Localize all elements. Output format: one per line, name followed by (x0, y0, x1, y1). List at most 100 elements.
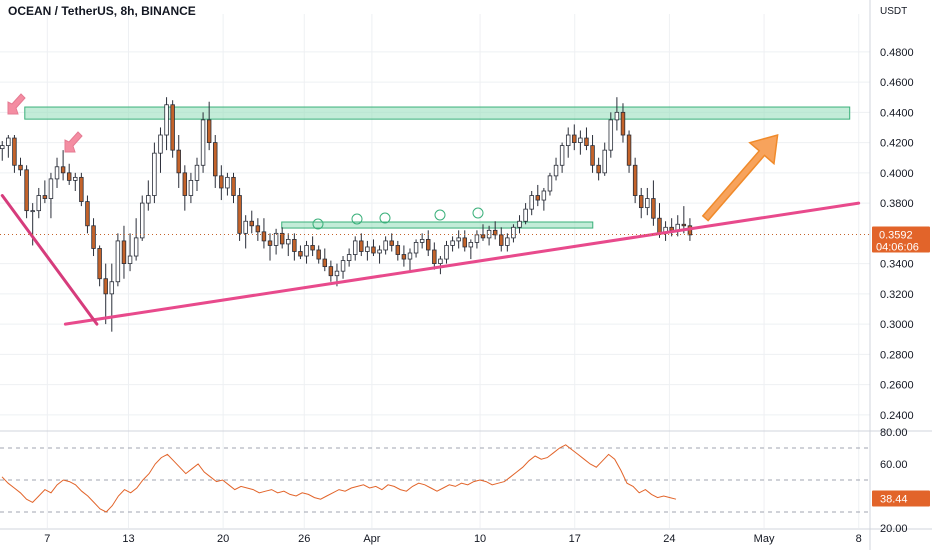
price-tick-label: 0.2600 (880, 380, 914, 392)
candle-up (377, 249, 382, 254)
candle-down (206, 119, 212, 143)
candle-up (511, 226, 516, 239)
candle-up (450, 240, 455, 246)
candle-up (73, 176, 78, 181)
candle-up (133, 237, 139, 257)
touch-circle (434, 209, 446, 221)
candle-down (681, 223, 687, 227)
candle-down (432, 249, 437, 265)
candle-down (584, 137, 589, 147)
candle-down (657, 217, 662, 234)
touch-circle (379, 212, 391, 224)
candle-down (596, 164, 601, 174)
candle-down (639, 195, 644, 209)
candle-up (286, 238, 291, 245)
candle-down (651, 198, 656, 219)
marker-arrow-icon[interactable] (64, 131, 83, 153)
candle-down (590, 145, 595, 166)
rsi-badge (872, 490, 930, 507)
marker-arrow-icon[interactable] (7, 93, 26, 115)
rsi-tick-label: 60.00 (880, 459, 908, 471)
candle-up (547, 175, 553, 192)
projection-arrow[interactable] (701, 133, 779, 222)
candle-down (395, 245, 401, 255)
candle-up (383, 240, 388, 251)
candle-up (365, 246, 370, 252)
candle-down (632, 164, 638, 196)
candle-up (139, 202, 145, 239)
candle-down (213, 142, 218, 177)
candle-down (626, 134, 632, 166)
downtrend-line[interactable] (0, 194, 99, 326)
candle-up (334, 270, 340, 277)
currency-label: USDT (880, 6, 907, 17)
candle-down (316, 249, 321, 260)
time-tick-label: 10 (474, 533, 486, 545)
price-tick-label: 0.3800 (880, 198, 914, 210)
candle-up (523, 208, 528, 222)
time-tick-label: May (754, 533, 775, 545)
candle-down (237, 195, 242, 234)
candle-up (444, 245, 449, 260)
candle-up (565, 134, 571, 147)
candle-down (389, 240, 394, 246)
candle-up (0, 145, 5, 150)
candle-up (48, 178, 54, 199)
price-badge (872, 226, 930, 253)
candle-up (407, 252, 413, 260)
candle-up (346, 254, 352, 261)
price-tick-label: 0.3000 (880, 319, 914, 331)
candle-down (66, 172, 72, 181)
candle-up (474, 234, 480, 243)
price-badge-countdown: 04:06:06 (876, 242, 919, 254)
candle-up (438, 258, 443, 265)
candle-up (127, 255, 133, 265)
price-tick-label: 0.4000 (880, 168, 914, 180)
candle-down (121, 240, 127, 264)
candle-up (486, 229, 492, 239)
candle-down (103, 278, 108, 295)
candle-up (419, 238, 425, 243)
candle-down (255, 225, 261, 233)
candle-up (468, 242, 474, 248)
candle-down (669, 226, 674, 231)
candle-up (541, 190, 547, 201)
candle-down (249, 220, 254, 227)
rsi-line (1, 444, 677, 513)
candle-down (535, 195, 541, 201)
candle-up (413, 242, 419, 254)
price-tick-label: 0.3200 (880, 289, 914, 301)
price-tick-label: 0.4200 (880, 138, 914, 150)
candle-down (322, 258, 328, 268)
candle-up (340, 260, 346, 272)
candle-down (292, 238, 297, 252)
candle-down (42, 195, 48, 199)
resistance-zone[interactable] (24, 106, 851, 120)
candle-up (6, 137, 11, 147)
rsi-tick-label: 80.00 (880, 427, 908, 439)
candle-up (194, 164, 200, 181)
candle-down (97, 248, 102, 280)
candle-up (352, 240, 358, 255)
candle-down (231, 176, 236, 196)
candle-down (359, 240, 364, 252)
time-tick-label: 13 (122, 533, 134, 545)
time-tick-label: 7 (44, 533, 50, 545)
candle-down (91, 225, 96, 249)
candle-up (456, 237, 461, 242)
candle-down (85, 201, 90, 227)
candle-up (529, 195, 534, 210)
time-tick-label: 17 (569, 533, 581, 545)
candle-up (109, 281, 115, 295)
candle-down (462, 237, 467, 248)
candle-up (146, 195, 151, 204)
price-tick-label: 0.4600 (880, 77, 914, 89)
candle-up (158, 134, 163, 154)
support-zone[interactable] (281, 221, 594, 229)
candle-up (614, 111, 620, 121)
support-trendline[interactable] (63, 201, 861, 326)
candle-up (505, 237, 510, 246)
candle-down (24, 169, 29, 212)
